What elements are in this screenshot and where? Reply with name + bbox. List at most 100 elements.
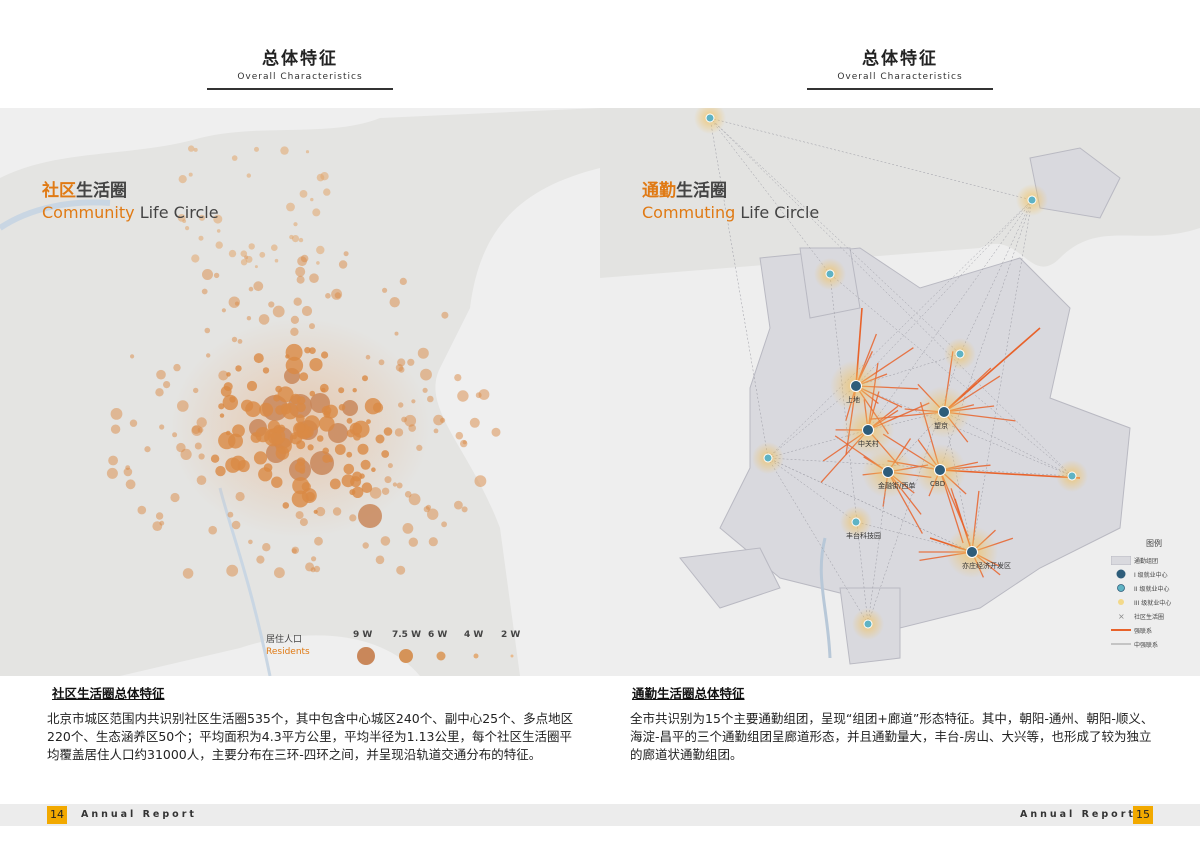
commute-link-medium [767,429,869,459]
legend-size-4w: 4 W [464,630,484,640]
resident-bubble [272,305,285,318]
right-header-title-en: Overall Characteristics [837,72,963,82]
resident-bubble [383,427,393,436]
resident-bubble [392,482,397,487]
resident-bubble [277,386,294,403]
resident-bubble [218,403,225,410]
resident-bubble [237,339,243,344]
legend-strong-label: 强联系 [1134,627,1153,635]
employment-center-node [934,464,946,476]
resident-bubble [173,363,181,372]
resident-bubble [204,327,211,334]
center-label: 望京 [934,421,948,430]
resident-bubble [218,431,236,450]
resident-bubble [163,381,171,389]
resident-bubble [156,369,166,380]
resident-bubble [246,316,252,321]
legend-row-commute-group: 通勤组团 [1108,553,1200,567]
resident-bubble [398,366,405,373]
resident-bubble [325,293,331,299]
resident-bubble [408,537,418,547]
resident-bubble [297,423,306,432]
right-header-rule [807,88,993,90]
resident-bubble [316,173,325,182]
resident-bubble [296,440,306,450]
resident-bubble [375,555,385,565]
resident-bubble [253,353,264,364]
resident-bubble [343,463,355,475]
resident-bubble [397,358,406,367]
commute-link-medium [829,273,869,625]
resident-bubble [346,451,353,458]
resident-bubble [245,255,253,263]
employment-center-node [705,113,715,123]
resident-bubble [341,474,355,488]
resident-bubble [258,314,270,325]
resident-bubble [313,565,321,573]
resident-bubble [361,482,373,494]
commute-group-southwest [679,547,781,609]
center-halos [694,108,1088,640]
resident-bubble [170,492,180,503]
resident-bubble [286,202,295,212]
resident-bubble [198,453,205,460]
resident-bubble [193,147,198,152]
resident-bubble [213,214,223,224]
resident-bubble [322,447,330,455]
commuting-legend: 图例 通勤组团 I 级就业中心 II 级就业中心 III 级就业中心 × 社区生… [1108,538,1200,651]
legend-size-9w: 9 W [353,630,373,640]
center-label: 金融街/西单 [878,481,915,490]
resident-bubble [191,254,200,263]
resident-bubble [334,444,346,455]
resident-bubble [182,568,194,579]
legend-medium-label: 中强联系 [1134,641,1159,649]
resident-bubble [177,214,186,222]
resident-bubble [398,402,404,408]
resident-bubble [420,368,432,381]
resident-bubble [291,548,297,554]
resident-bubble [248,243,255,250]
resident-bubble [407,358,415,366]
resident-bubble [440,417,446,423]
left-header-title-zh: 总体特征 [262,49,338,69]
community-section-title: 社区生活圈总体特征 [52,686,165,701]
community-title-zh-rest: 生活圈 [76,181,127,201]
resident-bubble [213,272,220,279]
resident-bubble [349,514,357,522]
resident-bubble [110,424,121,434]
resident-bubble [274,258,279,263]
resident-bubble [240,259,248,266]
center-label: 中关村 [858,439,879,448]
resident-bubble [384,476,392,484]
resident-bubble [296,402,306,413]
resident-bubble [491,427,501,437]
resident-bubble [125,479,136,490]
resident-bubble [191,425,201,434]
resident-bubble [206,353,211,358]
resident-bubble [159,424,165,430]
resident-bubble [315,506,326,517]
resident-bubble [289,234,294,240]
resident-bubble [369,487,382,499]
resident-bubble [227,511,234,518]
resident-bubble [295,511,304,520]
resident-bubble [364,398,382,415]
resident-bubble [198,214,206,221]
commute-link-medium [971,199,1033,553]
resident-bubble [309,358,323,372]
resident-bubble [381,450,390,458]
employment-center-node [863,619,873,629]
resident-bubble [299,372,309,381]
resident-bubble [343,251,349,257]
resident-bubble [196,475,207,486]
resident-bubble [188,145,195,152]
resident-bubble [353,432,361,441]
resident-bubble [382,287,388,293]
resident-bubble [248,539,253,545]
resident-bubble [298,237,304,243]
employment-center-node [825,269,835,279]
resident-bubble [193,387,199,394]
commuting-section-title: 通勤生活圈总体特征 [632,686,745,701]
